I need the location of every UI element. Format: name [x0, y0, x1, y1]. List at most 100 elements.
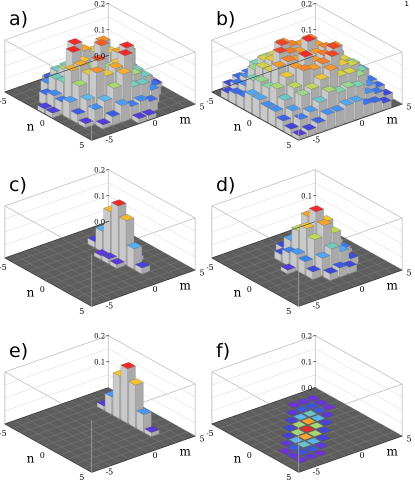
y-axis-label: m: [387, 278, 399, 292]
bar: [302, 410, 318, 417]
front-frame: [211, 371, 403, 473]
bar: [299, 425, 315, 433]
bar: [323, 267, 339, 281]
bar: [297, 433, 314, 441]
bar: [305, 265, 321, 280]
panel-f: -5 0 5 n 5 0 -5 m 0.0 0.1 0.2 f): [207, 332, 414, 498]
bar: [285, 451, 301, 459]
bars: [277, 394, 337, 464]
bar: [279, 439, 295, 447]
x-tick-label: 0: [247, 451, 252, 460]
bar: [302, 453, 318, 460]
bar-chart-c: -5 0 5 n 5 0 -5 m 0.0 0.1 0.2: [0, 167, 205, 317]
y-tick-label: -5: [105, 468, 113, 477]
bar: [46, 89, 63, 111]
axes: -5 0 5 n 5 0 -5 m 0.0 0.1 0.2: [207, 333, 412, 483]
y-axis-label: m: [387, 112, 399, 126]
x-tick-label: 5: [286, 141, 291, 150]
bars: [37, 35, 163, 129]
panel-label: d): [216, 174, 236, 196]
bar-chart-d: -5 0 5 n 5 0 -5 m 0.1: [207, 169, 412, 316]
x-tick-label: -5: [207, 429, 214, 438]
front-frame: [4, 205, 196, 307]
z-tick-label: 0.1: [94, 193, 105, 201]
bar-chart-a: -5 0 5 n 5 0 -5 m 0.0 0.1 0.2: [0, 1, 205, 150]
x-tick-label: 5: [286, 473, 291, 482]
y-tick-label: 0: [359, 451, 364, 460]
y-tick-label: 5: [406, 435, 411, 444]
bar-chart-f: -5 0 5 n 5 0 -5 m 0.0 0.1 0.2: [207, 333, 412, 483]
x-tick-label: 5: [79, 141, 84, 150]
bar: [136, 408, 152, 433]
bar: [313, 442, 329, 449]
bar: [294, 405, 310, 413]
x-tick-label: -5: [207, 263, 214, 272]
bar: [277, 447, 293, 455]
z-tick-label: 0.1: [301, 193, 312, 201]
y-tick-label: 5: [199, 269, 204, 278]
bar: [300, 417, 317, 425]
bar: [287, 444, 303, 452]
z-tick-label: 0.2: [301, 333, 312, 341]
bar: [305, 437, 321, 445]
x-axis-label: n: [27, 452, 35, 466]
bars: [274, 205, 359, 281]
front-frame: [4, 371, 196, 473]
bars: [96, 362, 160, 437]
panel-c: -5 0 5 n 5 0 -5 m 0.0 0.1 0.2 c): [0, 166, 207, 332]
y-tick-label: 0: [359, 119, 364, 128]
panel-label: f): [216, 340, 231, 362]
bar: [291, 129, 308, 140]
axes: -5 0 5 n 5 0 -5 m 0.1 0.2: [207, 1, 412, 150]
y-tick-label: -5: [312, 302, 320, 311]
z-tick-label: 0.1: [301, 359, 312, 367]
bar: [280, 432, 296, 439]
y-axis-label: m: [387, 444, 399, 458]
y-tick-label: 5: [406, 103, 411, 112]
y-tick-label: -5: [312, 136, 320, 145]
panel-label: e): [9, 340, 29, 362]
bar: [313, 399, 329, 406]
panel-label: b): [216, 8, 236, 30]
panel-label: c): [9, 174, 27, 196]
bar: [301, 123, 317, 137]
bar: [282, 424, 298, 432]
x-tick-label: 0: [247, 119, 252, 128]
z-tick-label: 0.1: [94, 27, 105, 35]
z-tick-label: 0.1: [301, 27, 312, 35]
bar: [307, 429, 323, 437]
y-tick-label: -5: [312, 468, 320, 477]
bar: [291, 421, 307, 428]
bars: [87, 199, 151, 275]
bar: [308, 422, 324, 430]
x-tick-label: 5: [79, 473, 84, 482]
panel-d: -5 0 5 n 5 0 -5 m 0.1 d): [207, 166, 414, 332]
x-tick-label: -5: [0, 429, 7, 438]
x-tick-label: 0: [40, 451, 45, 460]
y-tick-label: 0: [152, 119, 157, 128]
bar: [318, 418, 334, 426]
bar: [144, 425, 160, 437]
bar: [286, 401, 302, 409]
bar: [95, 118, 111, 129]
y-tick-label: 0: [152, 285, 157, 294]
z-tick-label: 0.0: [94, 53, 105, 61]
bar: [131, 112, 148, 124]
x-tick-label: -5: [0, 97, 7, 106]
z-tick-label: 0.2: [94, 167, 105, 175]
x-tick-label: -5: [207, 97, 214, 106]
z-tick-label: 0.0: [301, 385, 312, 393]
y-tick-label: 0: [359, 285, 364, 294]
panel-b: -5 0 5 n 5 0 -5 m 0.1 0.2 b): [207, 0, 414, 166]
bar: [293, 413, 309, 421]
bar: [316, 426, 332, 434]
bar: [304, 445, 320, 453]
front-frame: [211, 205, 403, 307]
x-tick-label: 5: [79, 307, 84, 316]
axes: -5 0 5 n 5 0 -5 m 0.0 0.1 0.2: [0, 1, 205, 150]
x-axis-label: n: [234, 286, 242, 300]
y-tick-label: -5: [105, 136, 113, 145]
y-tick-label: 0: [152, 451, 157, 460]
axes: -5 0 5 n 5 0 -5 m 0.1 0.2: [0, 333, 205, 483]
